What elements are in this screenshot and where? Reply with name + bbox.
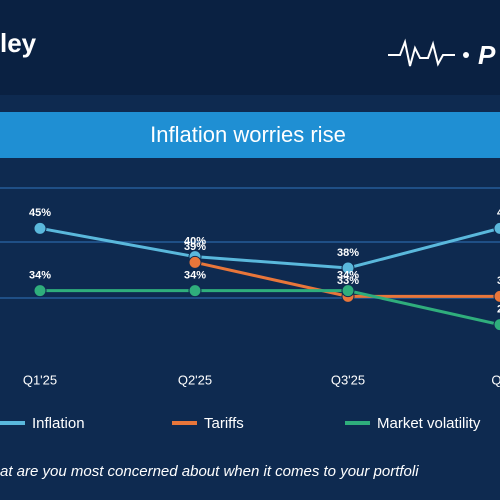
series-line — [40, 289, 500, 327]
data-point — [188, 284, 202, 298]
data-point — [493, 318, 500, 332]
data-label: 2 — [497, 304, 500, 316]
x-tick-label: Q4 — [491, 372, 500, 387]
brand: ley — [0, 28, 37, 58]
chart-title: Inflation worries rise — [150, 122, 346, 147]
data-label: 34% — [184, 270, 206, 282]
x-tick-label: Q3'25 — [331, 372, 365, 387]
data-point — [33, 221, 47, 235]
series-line — [39, 226, 500, 270]
x-tick-label: Q1'25 — [23, 372, 57, 387]
logo: P — [478, 40, 496, 70]
data-label: 39% — [184, 241, 206, 253]
x-tick-label: Q2'25 — [178, 372, 212, 387]
data-label: 45% — [29, 207, 51, 219]
data-point — [341, 261, 355, 275]
legend-label: Market volatility — [377, 415, 481, 432]
data-label: 34% — [337, 270, 359, 282]
legend-label: Tariffs — [204, 415, 244, 432]
data-point — [188, 255, 202, 269]
data-label: 33% — [337, 275, 359, 287]
data-label: 34% — [29, 270, 51, 282]
logo-pulse — [388, 38, 455, 67]
title-banner — [0, 112, 500, 158]
data-label: 40% — [184, 236, 206, 248]
data-point — [493, 289, 500, 303]
logo-dot — [463, 52, 469, 58]
data-label: 4 — [497, 207, 500, 219]
data-label: 38% — [337, 247, 359, 259]
header-band — [0, 0, 500, 95]
data-point — [493, 221, 500, 235]
data-point — [341, 284, 355, 298]
data-point — [33, 284, 47, 298]
footnote: at are you most concerned about when it … — [0, 463, 419, 480]
data-label: 3 — [497, 275, 500, 287]
legend-label: Inflation — [32, 415, 85, 432]
